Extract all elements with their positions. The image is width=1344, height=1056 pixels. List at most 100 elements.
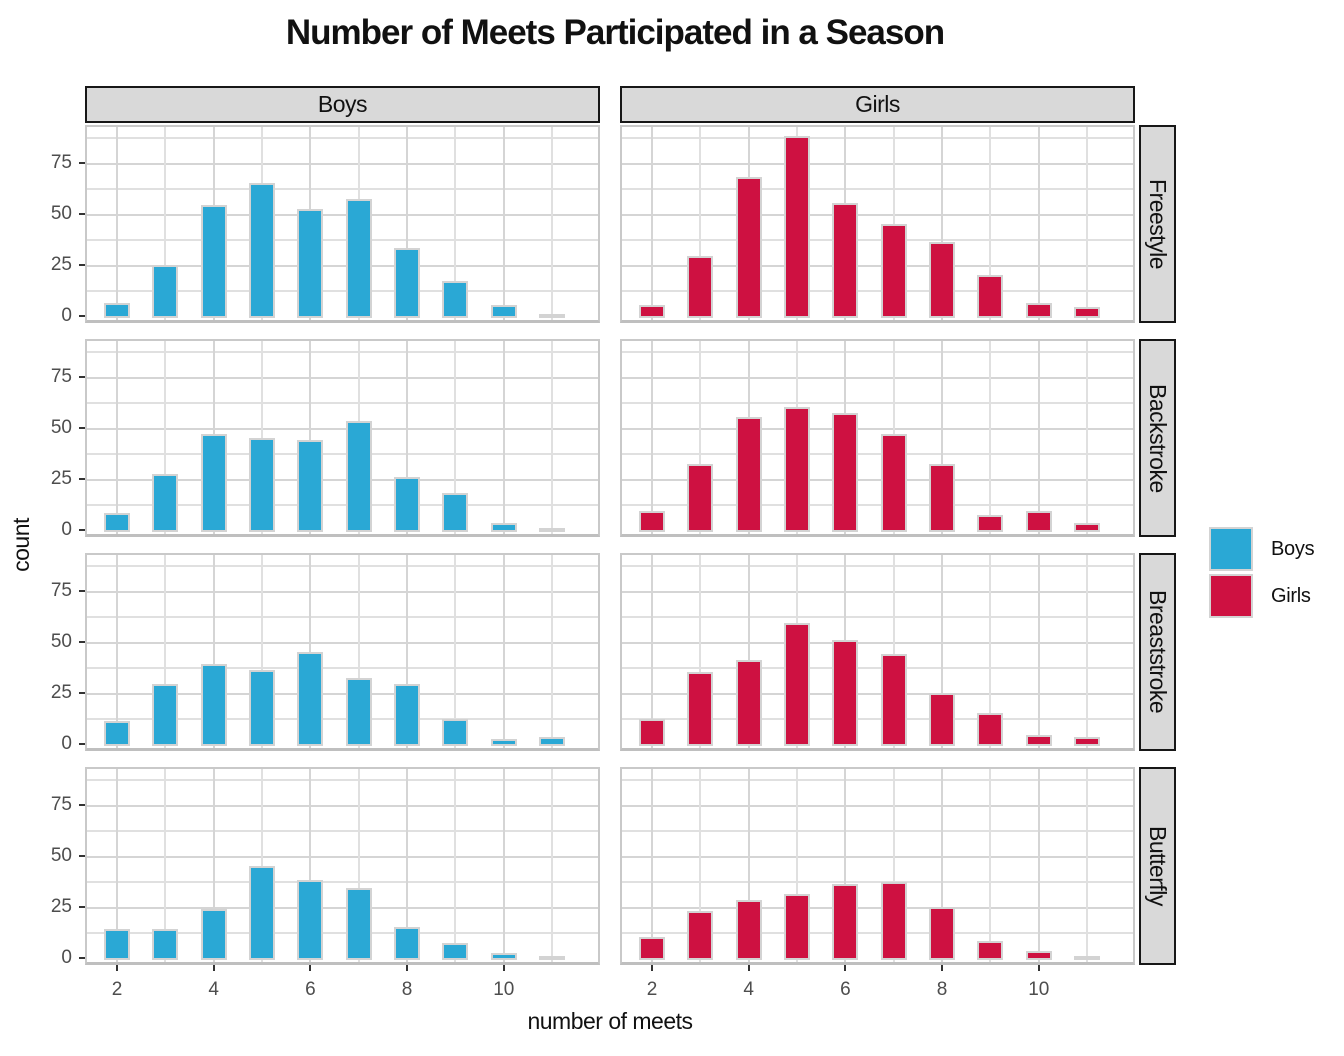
x-tick-label: 2 bbox=[646, 979, 658, 1000]
bar-x7 bbox=[880, 223, 907, 318]
h-gridline bbox=[87, 453, 598, 455]
v-gridline bbox=[164, 555, 167, 748]
x-tick-mark bbox=[941, 965, 944, 971]
h-gridline bbox=[87, 427, 598, 430]
h-gridline bbox=[87, 504, 598, 506]
y-tick-mark bbox=[79, 956, 85, 959]
x-tick-mark bbox=[651, 965, 653, 971]
bar-x2 bbox=[104, 928, 130, 960]
v-gridline bbox=[309, 555, 312, 748]
h-gridline bbox=[87, 137, 598, 139]
v-gridline bbox=[551, 555, 554, 748]
h-gridline bbox=[622, 427, 1133, 430]
y-tick-mark bbox=[79, 905, 85, 908]
facet-panel-backstroke-girls bbox=[620, 339, 1135, 537]
boys-legend-swatch bbox=[1209, 527, 1253, 571]
y-tick-label: 50 bbox=[50, 202, 72, 224]
h-gridline bbox=[622, 290, 1133, 292]
bar-x9 bbox=[442, 280, 469, 318]
v-gridline bbox=[651, 555, 653, 748]
bar-x5 bbox=[784, 894, 811, 960]
facet-column-strip-girls: Girls bbox=[620, 86, 1135, 123]
v-gridline bbox=[699, 127, 702, 320]
y-tick-mark bbox=[79, 854, 85, 857]
y-tick-mark bbox=[79, 803, 85, 806]
v-gridline bbox=[502, 555, 505, 748]
h-gridline bbox=[622, 213, 1133, 216]
facet-row-label: Butterfly bbox=[1145, 826, 1171, 906]
y-tick-label: 75 bbox=[50, 793, 72, 815]
h-gridline bbox=[622, 718, 1133, 720]
x-tick-mark bbox=[406, 965, 409, 971]
h-gridline bbox=[87, 718, 598, 720]
x-tick-label: 2 bbox=[111, 979, 123, 1000]
h-gridline bbox=[87, 264, 598, 267]
h-gridline bbox=[622, 906, 1133, 909]
legend: Boys Girls bbox=[1209, 527, 1315, 621]
v-gridline bbox=[844, 769, 847, 962]
h-gridline bbox=[87, 376, 598, 379]
facet-panel-butterfly-girls bbox=[620, 767, 1135, 965]
bar-x11 bbox=[539, 527, 566, 532]
bar-x8 bbox=[929, 692, 956, 746]
bar-x5 bbox=[784, 136, 811, 318]
bar-x11 bbox=[1074, 307, 1101, 318]
h-gridline bbox=[622, 804, 1133, 807]
y-tick-label: 0 bbox=[61, 304, 72, 326]
bar-x10 bbox=[490, 739, 517, 746]
bar-x6 bbox=[832, 639, 859, 746]
bar-x5 bbox=[249, 865, 276, 960]
v-gridline bbox=[406, 769, 409, 962]
facet-row-label: Backstroke bbox=[1145, 383, 1171, 493]
v-gridline bbox=[261, 769, 264, 962]
h-gridline bbox=[87, 188, 598, 190]
y-tick-label: 25 bbox=[50, 253, 72, 275]
facet-panel-backstroke-boys bbox=[85, 339, 600, 537]
h-gridline bbox=[622, 830, 1133, 832]
bar-x5 bbox=[249, 670, 276, 746]
v-gridline bbox=[454, 769, 457, 962]
bar-x5 bbox=[784, 623, 811, 746]
v-gridline bbox=[699, 555, 702, 748]
bar-x4 bbox=[735, 417, 762, 532]
bar-x10 bbox=[490, 953, 517, 960]
h-gridline bbox=[87, 906, 598, 909]
y-tick-mark bbox=[79, 589, 85, 592]
bar-x6 bbox=[297, 880, 324, 960]
legend-label: Boys bbox=[1271, 537, 1315, 560]
bar-x11 bbox=[539, 313, 566, 318]
v-gridline bbox=[164, 769, 167, 962]
bar-x11 bbox=[1074, 737, 1101, 746]
h-gridline bbox=[622, 565, 1133, 567]
x-tick-label: 8 bbox=[936, 979, 948, 1000]
bar-x8 bbox=[394, 248, 421, 318]
x-tick-mark bbox=[116, 965, 118, 971]
h-gridline bbox=[87, 213, 598, 216]
v-gridline bbox=[892, 127, 895, 320]
v-gridline bbox=[164, 127, 167, 320]
bar-x5 bbox=[249, 437, 276, 532]
bar-x6 bbox=[832, 413, 859, 532]
v-gridline bbox=[1037, 341, 1040, 534]
v-gridline bbox=[1086, 769, 1089, 962]
v-gridline bbox=[551, 127, 554, 320]
h-gridline bbox=[622, 402, 1133, 404]
bar-x9 bbox=[977, 941, 1004, 960]
h-gridline bbox=[622, 188, 1133, 190]
h-gridline bbox=[87, 565, 598, 567]
facet-panel-breaststroke-boys bbox=[85, 553, 600, 751]
y-tick-label: 25 bbox=[50, 467, 72, 489]
v-gridline bbox=[406, 127, 409, 320]
facet-row-strip-breaststroke: Breaststroke bbox=[1139, 553, 1176, 751]
h-gridline bbox=[87, 779, 598, 781]
bar-x5 bbox=[784, 407, 811, 532]
x-tick-label: 6 bbox=[840, 979, 851, 1000]
bar-x9 bbox=[442, 719, 469, 746]
legend-label: Girls bbox=[1271, 584, 1311, 607]
v-gridline bbox=[261, 341, 264, 534]
h-gridline bbox=[87, 830, 598, 832]
bar-x7 bbox=[880, 882, 907, 960]
bar-x3 bbox=[152, 474, 179, 532]
bar-x2 bbox=[639, 719, 665, 746]
x-tick-label: 8 bbox=[401, 979, 413, 1000]
